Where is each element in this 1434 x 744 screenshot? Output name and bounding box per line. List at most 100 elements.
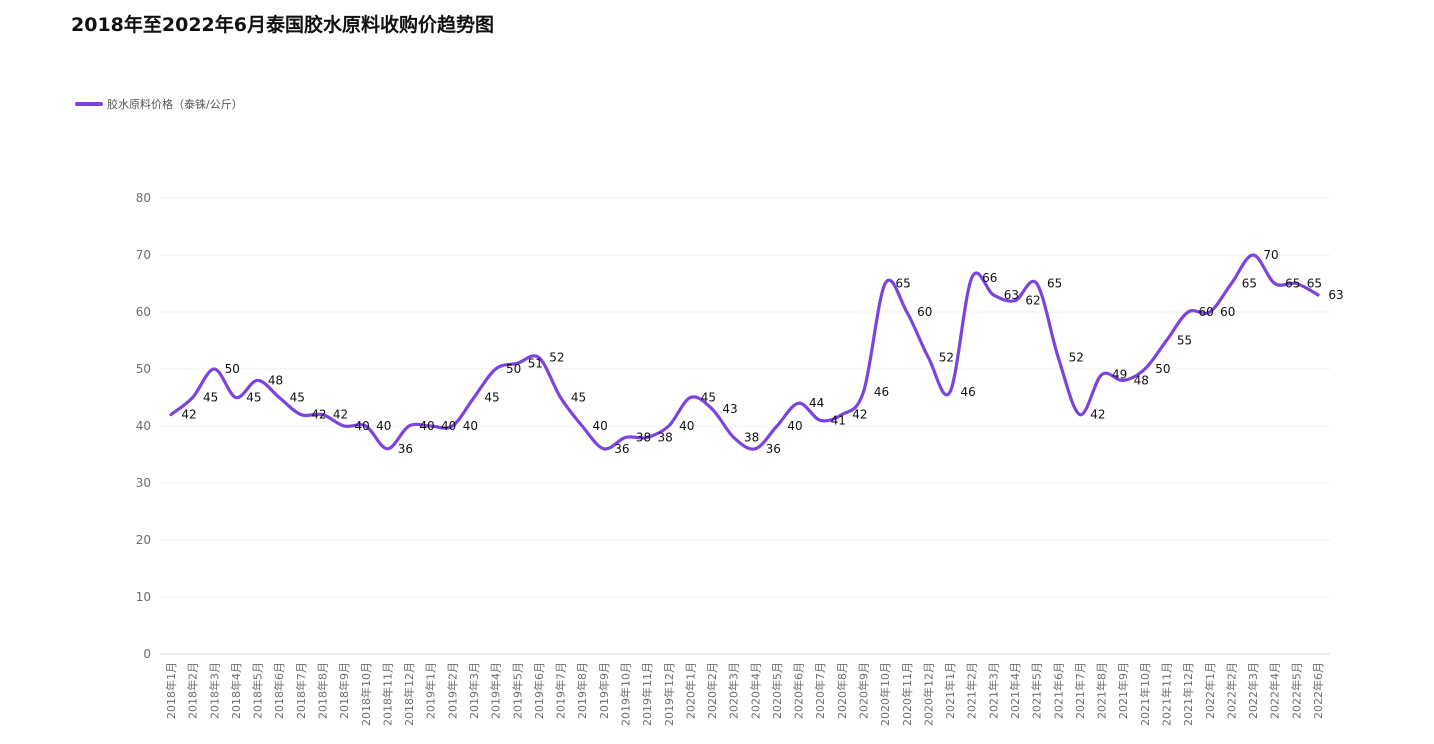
x-tick-label: 2019年4月 [489, 662, 503, 719]
data-label: 52 [939, 351, 954, 365]
x-tick-label: 2020年6月 [792, 662, 806, 719]
x-tick-label: 2020年1月 [683, 662, 697, 719]
data-label: 44 [809, 396, 824, 410]
data-label: 52 [549, 351, 564, 365]
data-label: 65 [1285, 277, 1300, 291]
chart-title: 2018年至2022年6月泰国胶水原料收购价趋势图 [71, 14, 494, 36]
data-label: 46 [960, 385, 975, 399]
x-tick-label: 2021年1月 [943, 662, 957, 719]
data-label: 45 [571, 391, 586, 405]
x-tick-label: 2019年1月 [424, 662, 438, 719]
legend[interactable]: 胶水原料价格（泰铢/公斤） [75, 96, 243, 112]
x-tick-label: 2020年7月 [813, 662, 827, 719]
y-axis-ticks: 0 10 20 30 40 50 60 70 80 [136, 191, 151, 661]
x-tick-label: 2018年6月 [272, 662, 286, 719]
data-label: 45 [246, 391, 261, 405]
data-label: 63 [1328, 288, 1343, 302]
data-label: 65 [896, 277, 911, 291]
data-label: 42 [333, 408, 348, 422]
x-tick-label: 2022年3月 [1246, 662, 1260, 719]
data-label: 50 [506, 362, 521, 376]
series-line[interactable] [169, 253, 1320, 451]
data-label: 45 [701, 391, 716, 405]
data-label: 40 [354, 419, 369, 433]
x-tick-label: 2018年11月 [380, 662, 394, 726]
y-tick-label: 80 [136, 191, 151, 205]
x-tick-label: 2022年4月 [1268, 662, 1282, 719]
x-tick-label: 2019年8月 [575, 662, 589, 719]
data-label: 42 [852, 408, 867, 422]
data-label: 45 [484, 391, 499, 405]
data-label: 40 [419, 419, 434, 433]
x-tick-label: 2022年5月 [1289, 662, 1303, 719]
x-tick-label: 2020年9月 [857, 662, 871, 719]
data-label: 38 [657, 430, 672, 444]
x-tick-label: 2021年2月 [965, 662, 979, 719]
data-label: 45 [203, 391, 218, 405]
x-tick-label: 2022年2月 [1224, 662, 1238, 719]
x-tick-label: 2019年12月 [662, 662, 676, 726]
data-label: 50 [1155, 362, 1170, 376]
x-tick-label: 2019年10月 [618, 662, 632, 726]
grid-lines [160, 197, 1330, 655]
x-tick-label: 2019年11月 [640, 662, 654, 726]
x-tick-label: 2019年5月 [510, 662, 524, 719]
data-label: 49 [1112, 368, 1127, 382]
data-label: 40 [787, 419, 802, 433]
x-tick-label: 2020年5月 [770, 662, 784, 719]
data-label: 40 [441, 419, 456, 433]
x-tick-label: 2018年5月 [251, 662, 265, 719]
x-tick-label: 2018年1月 [164, 662, 178, 719]
data-label: 40 [376, 419, 391, 433]
x-tick-label: 2018年10月 [359, 662, 373, 726]
data-label: 46 [874, 385, 889, 399]
y-tick-label: 40 [136, 419, 151, 433]
x-tick-label: 2020年4月 [748, 662, 762, 719]
x-tick-label: 2021年12月 [1181, 662, 1195, 726]
data-label: 60 [917, 305, 932, 319]
data-label: 55 [1177, 334, 1192, 348]
y-tick-label: 0 [143, 647, 151, 661]
x-tick-label: 2020年8月 [835, 662, 849, 719]
x-tick-label: 2021年7月 [1073, 662, 1087, 719]
data-label: 52 [1069, 351, 1084, 365]
data-labels: 42 45 50 45 48 45 42 42 40 40 36 40 40 40 45 50 51 52 45 40… [181, 248, 1343, 456]
data-label: 36 [398, 442, 413, 456]
x-tick-label: 2019年2月 [445, 662, 459, 719]
x-tick-label: 2020年12月 [921, 662, 935, 726]
x-tick-label: 2021年8月 [1095, 662, 1109, 719]
data-label: 65 [1047, 277, 1062, 291]
x-tick-label: 2020年2月 [705, 662, 719, 719]
y-tick-label: 60 [136, 305, 151, 319]
x-tick-label: 2018年8月 [315, 662, 329, 719]
data-label: 42 [181, 408, 196, 422]
series-layer [169, 253, 1320, 451]
x-tick-label: 2020年11月 [900, 662, 914, 726]
x-tick-label: 2018年4月 [229, 662, 243, 719]
y-tick-label: 30 [136, 476, 151, 490]
legend-label: 胶水原料价格（泰铢/公斤） [107, 98, 243, 111]
data-label: 36 [614, 442, 629, 456]
data-label: 40 [679, 419, 694, 433]
data-label: 36 [766, 442, 781, 456]
legend-swatch [75, 102, 103, 106]
x-tick-label: 2021年3月 [986, 662, 1000, 719]
data-label: 63 [1004, 288, 1019, 302]
y-tick-label: 10 [136, 590, 151, 604]
data-label: 70 [1263, 248, 1278, 262]
data-label: 65 [1242, 277, 1257, 291]
x-tick-label: 2021年10月 [1138, 662, 1152, 726]
x-tick-label: 2021年9月 [1116, 662, 1130, 719]
data-label: 60 [1199, 305, 1214, 319]
x-tick-label: 2018年2月 [186, 662, 200, 719]
x-tick-label: 2019年6月 [532, 662, 546, 719]
data-label: 60 [1220, 305, 1235, 319]
x-tick-label: 2020年3月 [727, 662, 741, 719]
x-tick-label: 2021年5月 [1030, 662, 1044, 719]
data-label: 66 [982, 271, 997, 285]
x-tick-label: 2019年9月 [597, 662, 611, 719]
data-label: 40 [593, 419, 608, 433]
y-tick-label: 50 [136, 362, 151, 376]
x-tick-label: 2019年3月 [467, 662, 481, 719]
